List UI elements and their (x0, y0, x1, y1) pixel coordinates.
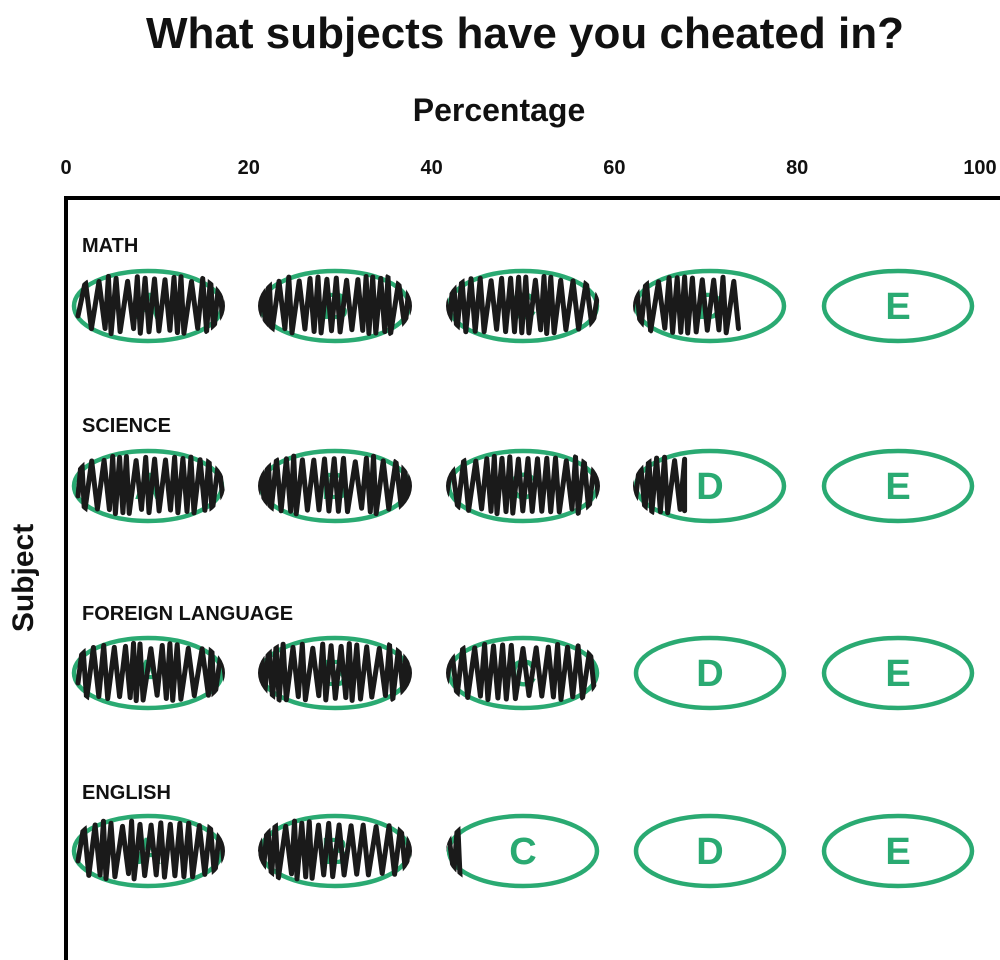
x-tick-label: 0 (60, 157, 71, 179)
bar-foreign-language (75, 640, 598, 704)
x-tick-label: 60 (603, 157, 625, 179)
answer-bubble (633, 635, 787, 711)
answer-bubble (821, 635, 975, 711)
bubble-letter: E (885, 286, 910, 328)
bubble-letter: D (696, 653, 723, 695)
y-axis-label: Subject (7, 524, 40, 632)
answer-bubble (633, 813, 787, 889)
chart-title: What subjects have you cheated in? (146, 9, 904, 58)
x-axis-label: Percentage (413, 92, 586, 128)
bar-science (75, 453, 688, 517)
bubble-letter: E (885, 466, 910, 508)
x-tick-label: 20 (238, 157, 260, 179)
subject-label: ENGLISH (82, 782, 171, 804)
bubble-letter: D (696, 466, 723, 508)
x-tick-label: 40 (420, 157, 442, 179)
answer-bubble (821, 448, 975, 524)
bubble-letter: E (885, 831, 910, 873)
subject-label: SCIENCE (82, 415, 171, 437)
x-tick-label: 100 (963, 157, 996, 179)
x-tick-labels: 0 20 40 60 80 100 (60, 157, 996, 179)
bubble-letter: E (885, 653, 910, 695)
x-tick-label: 80 (786, 157, 808, 179)
answer-bubble (821, 268, 975, 344)
subject-label: FOREIGN LANGUAGE (82, 603, 293, 625)
bubble-letter: D (696, 831, 723, 873)
subject-label: MATH (82, 235, 138, 257)
bubble-letter: C (509, 831, 536, 873)
answer-bubble (821, 813, 975, 889)
